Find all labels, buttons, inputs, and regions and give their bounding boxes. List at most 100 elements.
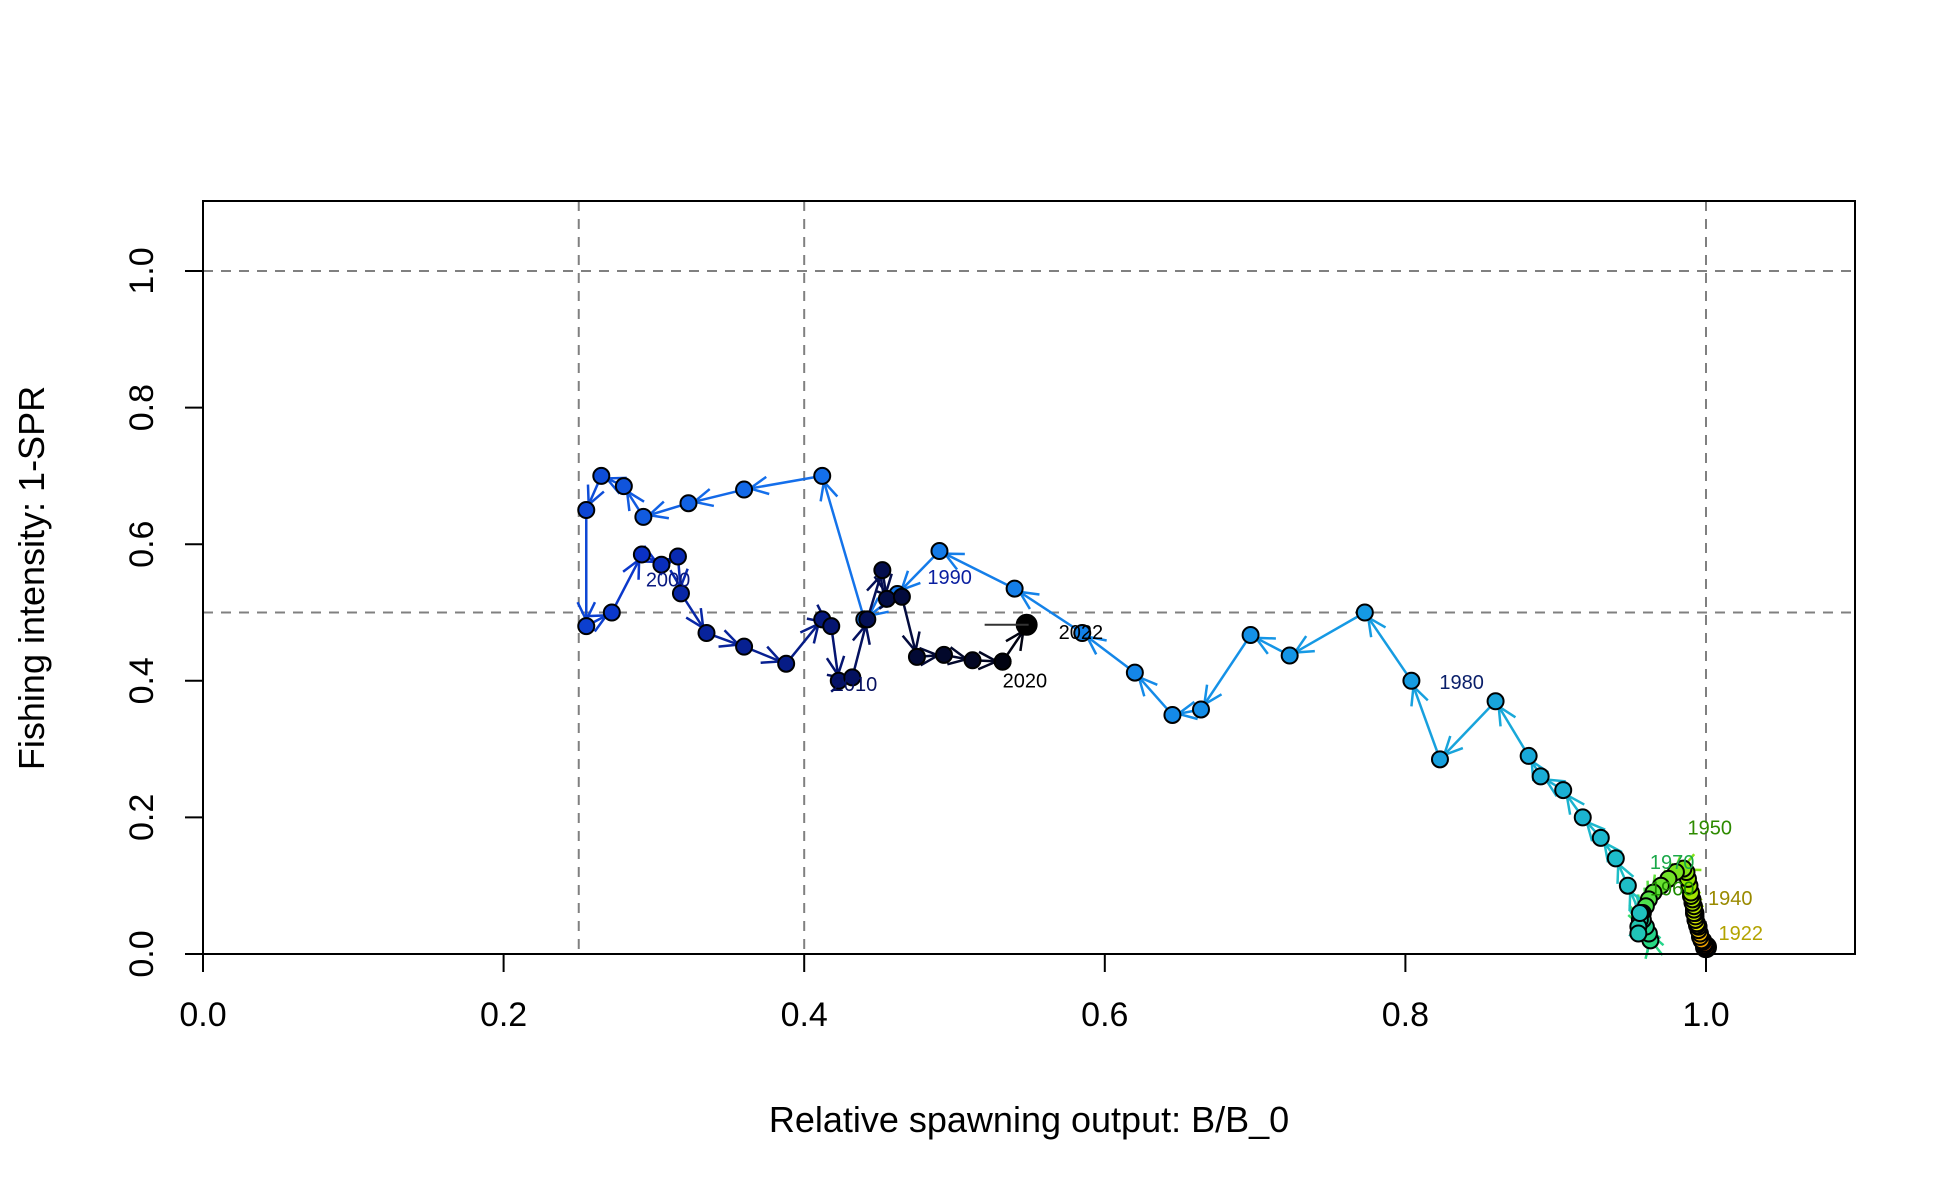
year-label-1970: 1970	[1650, 852, 1695, 874]
data-point	[993, 652, 1012, 671]
trajectory-segment	[851, 619, 869, 678]
trajectory-segment	[896, 550, 941, 595]
data-point	[632, 545, 651, 564]
trajectory-segment	[830, 625, 841, 681]
trajectory-arrowhead	[1202, 684, 1223, 707]
year-label-1960: 1960	[1650, 879, 1695, 901]
y-tick-label: 0.8	[123, 384, 161, 431]
data-point	[1241, 626, 1260, 645]
data-point	[930, 542, 949, 561]
data-point	[697, 623, 716, 642]
y-axis-label: Fishing intensity: 1-SPR	[11, 386, 52, 770]
data-point	[1606, 849, 1625, 868]
x-tick-label: 0.2	[480, 996, 527, 1034]
data-point	[858, 610, 877, 629]
reference-lines	[203, 201, 1855, 954]
trajectory-segment	[938, 549, 1016, 590]
year-label-2020: 2020	[1003, 671, 1047, 693]
trajectory-segment	[1013, 587, 1083, 635]
data-point	[577, 501, 596, 520]
trajectory-segment	[1289, 611, 1366, 657]
trajectory-arrowhead	[685, 607, 705, 631]
trajectory-arrowhead	[1017, 590, 1040, 610]
data-point	[892, 587, 911, 606]
data-point	[614, 477, 633, 496]
data-point	[1629, 924, 1648, 943]
data-point	[1630, 904, 1649, 923]
y-tick-label: 0.4	[123, 657, 161, 704]
x-tick-label: 0.8	[1382, 996, 1429, 1034]
trajectory-segment	[821, 475, 866, 620]
trajectory-segment	[900, 596, 919, 658]
y-tick-label: 0.0	[123, 930, 161, 977]
year-label-2010: 2010	[833, 674, 878, 696]
trajectory-arrowhead	[1292, 635, 1315, 654]
data-point	[822, 617, 841, 636]
data-point	[1554, 781, 1573, 800]
data-point	[592, 466, 611, 485]
trajectory-segment	[1363, 611, 1413, 682]
x-tick-label: 0.6	[1081, 996, 1128, 1034]
y-tick-label: 0.6	[123, 521, 161, 568]
data-point	[813, 466, 832, 485]
data-point	[1125, 663, 1144, 682]
data-point	[1191, 700, 1210, 719]
year-label-1922: 1922	[1718, 923, 1763, 945]
data-point	[1355, 603, 1374, 622]
trajectory-segment	[1133, 671, 1174, 716]
data-point	[1163, 705, 1182, 724]
data-point	[1573, 808, 1592, 827]
trajectory-segment	[1081, 631, 1136, 674]
data-point	[1430, 750, 1449, 769]
x-axis: 0.0 0.2 0.4 0.6 0.8 1.0	[179, 953, 1730, 1034]
data-point	[671, 584, 690, 603]
y-tick-label: 0.2	[123, 794, 161, 841]
data-point	[907, 647, 926, 666]
data-point	[735, 480, 754, 499]
trajectory-segment	[1494, 700, 1530, 757]
data-point	[934, 645, 953, 664]
data-point	[1005, 579, 1024, 598]
data-point	[1280, 646, 1299, 665]
x-tick-label: 1.0	[1682, 996, 1729, 1034]
data-point	[577, 617, 596, 636]
data-point	[1519, 746, 1538, 765]
trajectory-segment	[688, 488, 745, 505]
x-tick-label: 0.4	[781, 996, 828, 1034]
year-label-1980: 1980	[1439, 672, 1484, 694]
y-axis: 0.0 0.2 0.4 0.6 0.8 1.0	[123, 247, 204, 978]
data-point	[963, 651, 982, 670]
y-tick-label: 1.0	[123, 247, 161, 294]
data-point	[1073, 623, 1092, 642]
data-point	[877, 589, 896, 608]
data-point	[1486, 692, 1505, 711]
data-point	[735, 637, 754, 656]
trajectory-segment	[785, 618, 824, 665]
data-point	[602, 603, 621, 622]
x-tick-label: 0.0	[179, 996, 226, 1034]
trajectory-segment	[1199, 634, 1252, 711]
data-point	[652, 555, 671, 574]
year-label-2022: 2022	[1059, 622, 1104, 644]
data-point	[1591, 828, 1610, 847]
data-point	[1531, 767, 1550, 786]
year-label-1990: 1990	[927, 567, 972, 589]
trajectory-segment	[1439, 700, 1497, 761]
x-axis-label: Relative spawning output: B/B_0	[769, 1099, 1289, 1140]
data-point	[777, 654, 796, 673]
year-label-1950: 1950	[1687, 818, 1732, 840]
data-point	[668, 547, 687, 566]
trajectory-segment	[610, 553, 643, 614]
year-labels: 1940 1922 1950 1960 1970 1980 1990 2000 2010 2020…	[646, 567, 1763, 945]
data-point	[843, 668, 862, 687]
data-point	[873, 561, 892, 580]
data-point	[679, 494, 698, 513]
trajectory-arrows	[576, 474, 1707, 960]
data-points	[577, 466, 1717, 959]
trajectory-segment	[743, 474, 823, 491]
year-label-2000: 2000	[646, 570, 691, 592]
data-point	[1402, 671, 1421, 690]
trajectory-segment	[1410, 680, 1442, 760]
year-label-1940: 1940	[1708, 888, 1753, 910]
